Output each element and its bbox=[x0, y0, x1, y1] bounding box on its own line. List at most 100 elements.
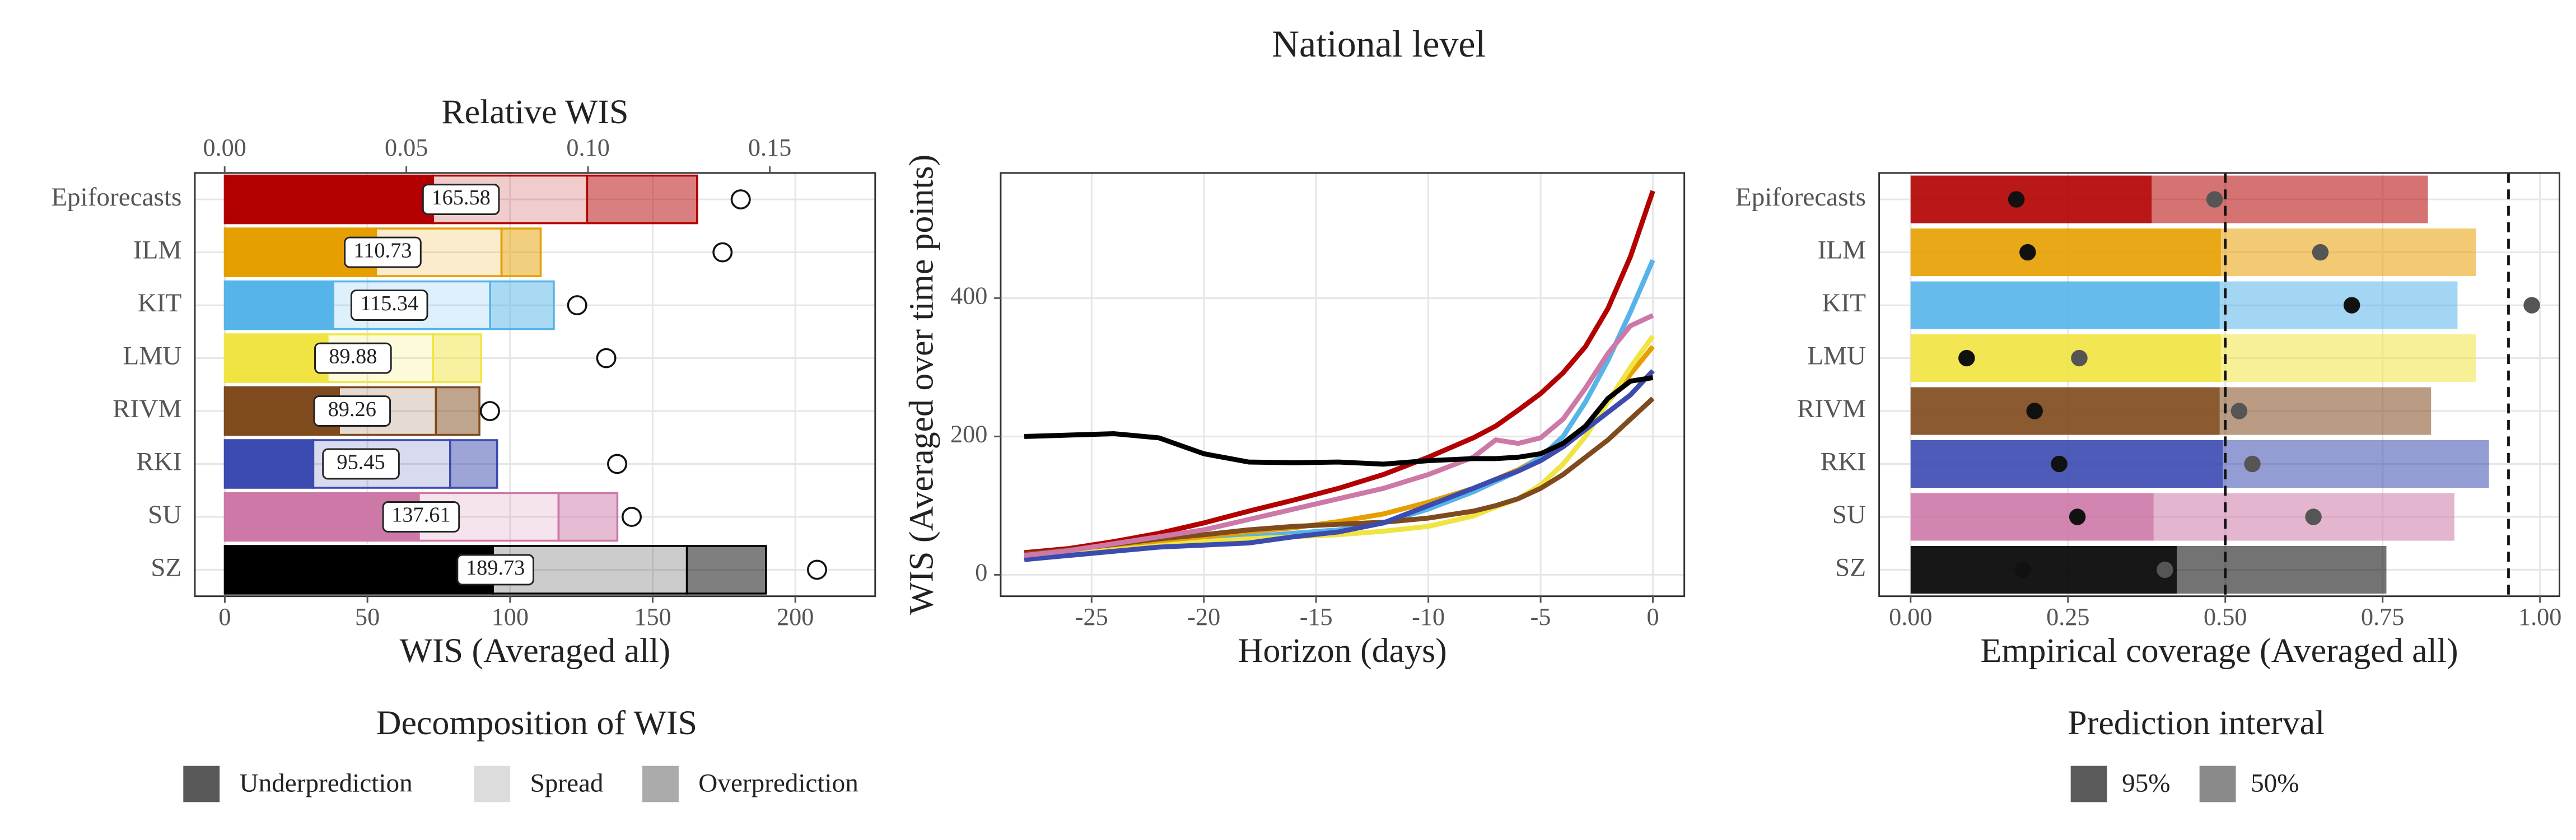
series-line bbox=[1024, 375, 1654, 467]
bar-segment bbox=[586, 174, 698, 225]
bar-segment bbox=[223, 439, 315, 489]
x-tick-label: -5 bbox=[1530, 603, 1551, 631]
x-axis-title: Empirical coverage (Averaged all) bbox=[1981, 632, 2458, 670]
y-tick-label: Epiforecasts bbox=[51, 183, 181, 212]
panel-border bbox=[1878, 172, 2560, 598]
x-tick-label: 150 bbox=[634, 603, 671, 631]
total-label-box bbox=[382, 501, 460, 533]
bar-segment bbox=[223, 545, 494, 595]
x-tick-label: 0.05 bbox=[385, 134, 428, 161]
y-tick-label: SZ bbox=[151, 553, 181, 582]
y-tick-label: Epiforecasts bbox=[1735, 183, 1866, 212]
x-tick-label: 0.50 bbox=[2204, 603, 2247, 631]
y-tick-label: ILM bbox=[1818, 235, 1866, 264]
coverage-point bbox=[2026, 403, 2043, 419]
bar-segment bbox=[449, 439, 498, 489]
coverage-point bbox=[2071, 349, 2088, 367]
coverage-bar bbox=[1910, 545, 2177, 594]
figure-title: National level bbox=[1272, 23, 1486, 65]
bar-segment bbox=[432, 333, 483, 383]
coverage-bar bbox=[1910, 175, 2152, 223]
relative-wis-point bbox=[596, 348, 617, 368]
x-tick-label: 0 bbox=[1647, 603, 1659, 631]
total-label: 89.26 bbox=[328, 398, 376, 421]
x-tick-label: 50 bbox=[355, 603, 380, 631]
total-label-box bbox=[322, 448, 400, 480]
y-tick-label: SU bbox=[148, 500, 181, 529]
total-label: 115.34 bbox=[360, 292, 418, 315]
x-tick-label: 0.15 bbox=[748, 134, 791, 161]
y-tick-label: RKI bbox=[1821, 447, 1866, 476]
total-label-box bbox=[344, 236, 422, 268]
legend-swatch bbox=[474, 766, 511, 802]
y-axis-title: WIS (Averaged over time points) bbox=[902, 155, 940, 615]
coverage-bar bbox=[1910, 334, 2221, 382]
legend-swatch bbox=[2070, 766, 2107, 802]
coverage-point bbox=[2244, 455, 2261, 473]
relative-wis-point bbox=[622, 507, 642, 527]
panel-border bbox=[1000, 172, 1686, 598]
x-axis-title: WIS (Averaged all) bbox=[400, 632, 671, 670]
bar-segment bbox=[685, 545, 767, 595]
legend-title: Decomposition of WIS bbox=[376, 704, 697, 742]
coverage-bar bbox=[1910, 493, 2154, 541]
legend-title: Prediction interval bbox=[2068, 704, 2325, 742]
y-tick-label: SU bbox=[1832, 500, 1866, 529]
y-tick-label: RKI bbox=[136, 447, 181, 476]
total-label: 137.61 bbox=[391, 503, 450, 527]
legend-label: Overprediction bbox=[698, 769, 858, 798]
relative-wis-point bbox=[806, 559, 827, 580]
coverage-point bbox=[2343, 297, 2360, 314]
total-label: 165.58 bbox=[431, 186, 490, 209]
series-line bbox=[1024, 313, 1654, 558]
x-tick-label: 1.00 bbox=[2518, 603, 2561, 631]
y-tick-label: LMU bbox=[1807, 341, 1866, 370]
panel-border bbox=[194, 172, 876, 598]
bar-segment bbox=[557, 492, 619, 542]
legend-label: 50% bbox=[2251, 769, 2299, 798]
x-tick-label: 0.75 bbox=[2361, 603, 2404, 631]
bar-segment bbox=[489, 280, 555, 330]
x-tick-label: 0.00 bbox=[203, 134, 246, 161]
y-tick-label: KIT bbox=[1822, 288, 1866, 318]
coverage-bar bbox=[1910, 281, 2220, 329]
coverage-bar bbox=[1910, 387, 2220, 435]
coverage-point bbox=[2008, 191, 2025, 208]
series-line bbox=[1024, 190, 1655, 556]
y-tick-label: RIVM bbox=[113, 394, 181, 423]
coverage-point bbox=[2206, 191, 2223, 208]
relative-wis-point bbox=[479, 401, 500, 421]
relative-wis-point bbox=[712, 242, 733, 263]
x-tick-label: 0 bbox=[218, 603, 231, 631]
total-label: 110.73 bbox=[353, 239, 412, 262]
relative-wis-point bbox=[567, 295, 587, 315]
x-axis-title: Horizon (days) bbox=[1238, 632, 1447, 670]
x-tick-label: 100 bbox=[492, 603, 529, 631]
coverage-bar bbox=[1910, 228, 2221, 277]
total-label-box bbox=[422, 184, 500, 216]
legend-swatch bbox=[642, 766, 679, 802]
total-label-box bbox=[314, 342, 392, 374]
relative-wis-point bbox=[607, 454, 628, 474]
x2-axis-title: Relative WIS bbox=[441, 93, 628, 131]
y-tick-label: RIVM bbox=[1797, 394, 1866, 423]
total-label: 89.88 bbox=[329, 344, 377, 368]
x-tick-label: 200 bbox=[777, 603, 814, 631]
coverage-point bbox=[2523, 297, 2540, 314]
coverage-point bbox=[2312, 244, 2329, 261]
x-tick-label: 0.10 bbox=[566, 134, 609, 161]
y-tick-label: ILM bbox=[133, 235, 181, 264]
total-label-box bbox=[456, 554, 534, 586]
legend-swatch bbox=[183, 766, 220, 802]
total-label-box bbox=[313, 395, 391, 427]
coverage-point bbox=[2069, 508, 2086, 525]
bar-segment bbox=[500, 227, 542, 277]
x-tick-label: -20 bbox=[1187, 603, 1220, 631]
x-tick-label: 0.00 bbox=[1889, 603, 1932, 631]
x-tick-label: 0.25 bbox=[2046, 603, 2089, 631]
x-tick-label: -10 bbox=[1412, 603, 1445, 631]
y-tick-label: 0 bbox=[975, 559, 987, 586]
legend-label: Spread bbox=[530, 769, 604, 798]
coverage-point bbox=[1958, 349, 1975, 367]
